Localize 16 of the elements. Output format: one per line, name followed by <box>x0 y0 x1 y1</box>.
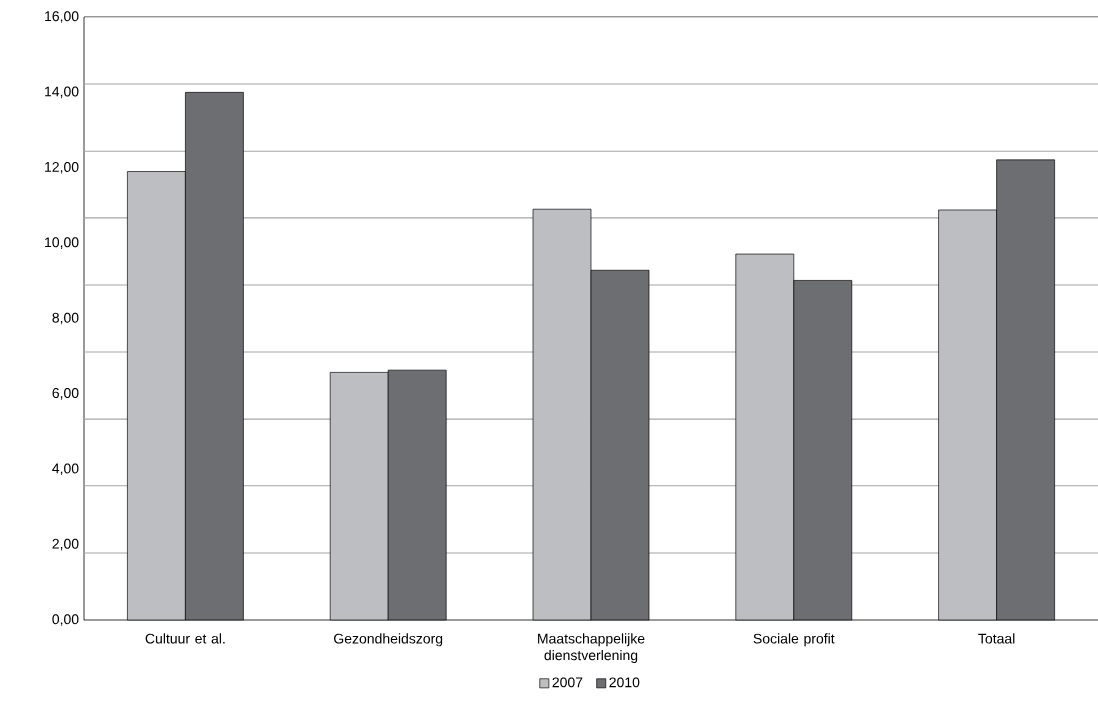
x-tick-label: Gezondheidszorg <box>334 633 443 647</box>
y-tick-label: 6,00 <box>52 388 79 400</box>
x-tick-label: Totaal <box>978 633 1015 644</box>
x-tick-label: Sociale profit <box>753 633 835 647</box>
y-tick-label: 0,00 <box>52 614 79 626</box>
legend-label: 2007 <box>552 677 583 688</box>
y-tick-label: 10,00 <box>45 237 79 249</box>
x-tick-label: Cultuur et al. <box>145 633 225 644</box>
y-tick-label: 16,00 <box>45 11 79 23</box>
y-tick-label: 2,00 <box>52 538 79 551</box>
y-tick-label: 8,00 <box>52 312 79 325</box>
y-tick-label: 14,00 <box>45 86 79 99</box>
legend-label: 2010 <box>609 677 640 688</box>
y-tick-label: 12,00 <box>45 161 79 174</box>
x-tick-label: Maatschappelijke dienstverlening <box>538 633 645 664</box>
y-tick-label: 4,00 <box>52 463 79 476</box>
